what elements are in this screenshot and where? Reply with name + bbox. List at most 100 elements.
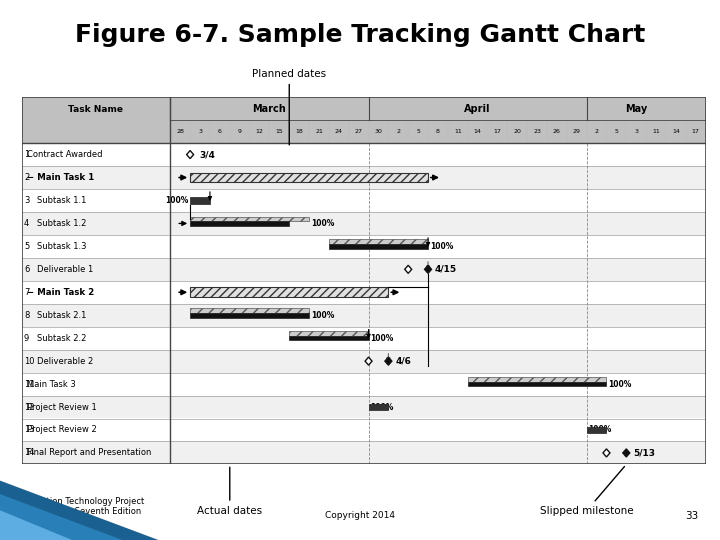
Bar xyxy=(22,418,706,442)
Text: 17: 17 xyxy=(692,129,700,134)
Bar xyxy=(190,287,388,297)
Text: 26: 26 xyxy=(553,129,561,134)
Text: 15: 15 xyxy=(276,129,283,134)
Text: 12: 12 xyxy=(256,129,264,134)
Bar xyxy=(22,166,706,189)
Text: 7: 7 xyxy=(24,288,30,297)
Text: 3: 3 xyxy=(198,129,202,134)
Text: 100%: 100% xyxy=(165,196,188,205)
Text: Main Task 3: Main Task 3 xyxy=(27,380,76,389)
Bar xyxy=(289,336,369,340)
Text: 23: 23 xyxy=(533,129,541,134)
Text: 24: 24 xyxy=(335,129,343,134)
Text: 5: 5 xyxy=(24,242,30,251)
Bar xyxy=(468,382,606,386)
Bar xyxy=(22,235,706,258)
Text: 6: 6 xyxy=(24,265,30,274)
Text: 29: 29 xyxy=(572,129,581,134)
Text: 11: 11 xyxy=(652,129,660,134)
Text: 100%: 100% xyxy=(371,402,394,411)
Text: 4/15: 4/15 xyxy=(435,265,457,274)
Text: 3/4: 3/4 xyxy=(199,150,215,159)
Text: Figure 6-7. Sample Tracking Gantt Chart: Figure 6-7. Sample Tracking Gantt Chart xyxy=(75,23,645,47)
Text: Subtask 1.1: Subtask 1.1 xyxy=(37,196,87,205)
Text: Contract Awarded: Contract Awarded xyxy=(27,150,102,159)
Text: Slipped milestone: Slipped milestone xyxy=(540,467,634,516)
Bar xyxy=(22,189,706,212)
Text: 8: 8 xyxy=(436,129,440,134)
Text: 33: 33 xyxy=(685,511,698,521)
Text: 11: 11 xyxy=(454,129,462,134)
Text: March: March xyxy=(253,104,287,114)
Bar xyxy=(468,377,606,382)
Text: 27: 27 xyxy=(355,129,363,134)
Text: 14: 14 xyxy=(672,129,680,134)
Text: 5: 5 xyxy=(416,129,420,134)
Text: April: April xyxy=(464,104,491,114)
Text: 4: 4 xyxy=(24,219,30,228)
Text: 100%: 100% xyxy=(608,380,632,389)
Text: Subtask 1.3: Subtask 1.3 xyxy=(37,242,87,251)
Text: 5: 5 xyxy=(614,129,618,134)
Text: Information Technology Project
Management, Seventh Edition: Information Technology Project Managemen… xyxy=(14,497,145,516)
Text: 5/13: 5/13 xyxy=(633,448,655,457)
Bar xyxy=(22,373,706,395)
Text: Task Name: Task Name xyxy=(68,105,123,114)
Text: − Main Task 1: − Main Task 1 xyxy=(27,173,94,182)
Text: 21: 21 xyxy=(315,129,323,134)
Bar xyxy=(587,427,606,434)
Bar xyxy=(190,313,309,318)
Text: 100%: 100% xyxy=(430,242,454,251)
Text: Subtask 1.2: Subtask 1.2 xyxy=(37,219,87,228)
Text: 100%: 100% xyxy=(311,219,334,228)
Text: 3: 3 xyxy=(24,196,30,205)
Bar xyxy=(22,281,706,303)
Text: Project Review 2: Project Review 2 xyxy=(27,426,96,435)
Bar xyxy=(190,173,428,183)
Text: 8: 8 xyxy=(24,310,30,320)
Text: 9: 9 xyxy=(24,334,30,343)
Polygon shape xyxy=(405,265,412,273)
Bar xyxy=(22,143,706,166)
Bar xyxy=(22,350,706,373)
Text: 3: 3 xyxy=(634,129,638,134)
Text: 14: 14 xyxy=(474,129,482,134)
Text: Copyright 2014: Copyright 2014 xyxy=(325,511,395,520)
Polygon shape xyxy=(385,357,392,365)
Text: 2: 2 xyxy=(24,173,30,182)
Text: 12: 12 xyxy=(24,402,35,411)
Polygon shape xyxy=(623,449,630,457)
Bar xyxy=(22,442,706,464)
Text: 4/6: 4/6 xyxy=(395,356,411,366)
Polygon shape xyxy=(425,265,431,273)
Text: 9: 9 xyxy=(238,129,242,134)
Text: May: May xyxy=(625,104,647,114)
Text: 14: 14 xyxy=(24,448,35,457)
Polygon shape xyxy=(603,449,610,457)
Bar xyxy=(22,258,706,281)
Bar xyxy=(22,327,706,350)
Bar xyxy=(369,403,388,410)
Text: 18: 18 xyxy=(295,129,303,134)
Text: Planned dates: Planned dates xyxy=(252,69,326,145)
Text: 30: 30 xyxy=(374,129,382,134)
Text: 1: 1 xyxy=(24,150,30,159)
Bar xyxy=(190,217,309,221)
Text: Subtask 2.2: Subtask 2.2 xyxy=(37,334,87,343)
Text: 10: 10 xyxy=(24,356,35,366)
Bar xyxy=(190,308,309,313)
Bar xyxy=(289,331,369,336)
Text: 28: 28 xyxy=(176,129,184,134)
Text: 100%: 100% xyxy=(311,310,334,320)
Bar xyxy=(190,221,289,226)
Polygon shape xyxy=(365,357,372,365)
Bar xyxy=(22,212,706,235)
Text: Deliverable 1: Deliverable 1 xyxy=(37,265,94,274)
Text: 100%: 100% xyxy=(371,334,394,343)
Bar xyxy=(22,395,706,418)
Text: Final Report and Presentation: Final Report and Presentation xyxy=(27,448,151,457)
Bar xyxy=(22,97,706,143)
Text: Subtask 2.1: Subtask 2.1 xyxy=(37,310,87,320)
Text: 11: 11 xyxy=(24,380,35,389)
Text: Actual dates: Actual dates xyxy=(197,467,262,516)
